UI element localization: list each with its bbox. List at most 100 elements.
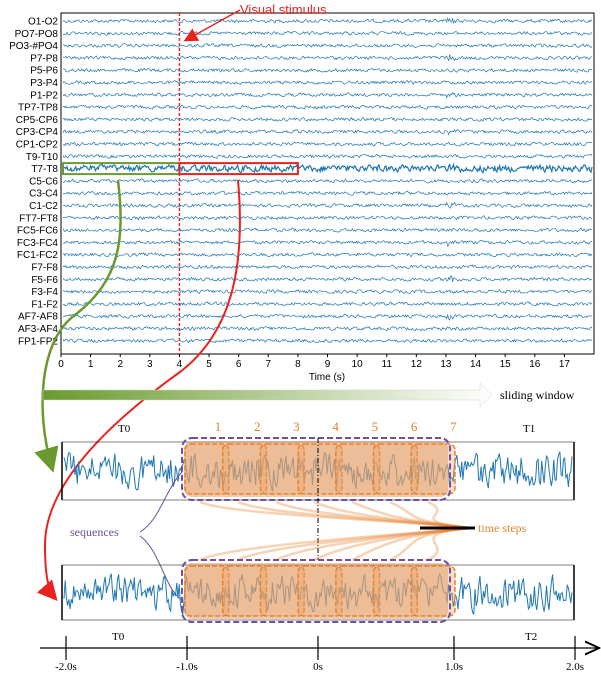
highlight-red-box — [178, 162, 299, 176]
time-step-pointer-top — [313, 500, 471, 530]
channel-trace — [62, 275, 593, 282]
channel-label: P7-P8 — [30, 53, 58, 64]
time-step-pointer-top — [275, 500, 471, 530]
sliding-window-label: sliding window — [500, 388, 575, 402]
window-1-right-label: T1 — [523, 423, 535, 435]
time-step-pointer-bottom — [199, 526, 471, 562]
channel-label: PO3-#PO4 — [9, 41, 58, 52]
time-step-box — [410, 565, 456, 617]
x-tick-label: 5 — [206, 359, 212, 370]
x-tick-label: 0 — [58, 359, 64, 370]
window-1-sequence-box — [181, 437, 451, 501]
channel-label: FC1-FC2 — [17, 250, 59, 261]
sequence-fill — [184, 441, 448, 497]
bottom-left-label: T0 — [112, 631, 125, 643]
time-step-pointer-bottom — [427, 526, 471, 562]
channel-label: AF7-AF8 — [18, 312, 58, 323]
time-step-pointer-top — [237, 500, 471, 530]
time-steps-label: time steps — [478, 521, 527, 535]
x-tick-label: 4 — [177, 359, 183, 370]
time-step-box — [410, 443, 456, 495]
channel-trace — [62, 153, 593, 159]
channel-trace — [62, 301, 593, 307]
time-step-pointer-top — [389, 500, 471, 530]
time-step-box — [372, 443, 419, 495]
channel-trace — [62, 264, 593, 270]
channel-trace — [63, 67, 593, 73]
sequence-fill — [184, 563, 448, 619]
channel-label: P1-P2 — [30, 90, 58, 101]
time-step-box — [335, 565, 381, 617]
time-step-pointer-bottom — [351, 526, 471, 562]
channel-trace — [62, 104, 593, 110]
x-tick-label: 6 — [236, 359, 242, 370]
channel-trace — [62, 201, 593, 209]
channel-label: CP1-CP2 — [16, 140, 59, 151]
window-1-step-numbers: 1 2 3 4 5 6 7 — [215, 419, 457, 434]
x-tick-label: 9 — [325, 359, 331, 370]
channel-trace — [62, 326, 593, 332]
channel-trace — [62, 313, 593, 321]
time-step-box — [335, 443, 381, 495]
channel-label: C3-C4 — [29, 189, 58, 200]
sequences-pointer-bottom — [139, 535, 183, 601]
channel-trace — [62, 30, 593, 36]
time-step-pointer-bottom — [313, 526, 471, 562]
window-2 — [61, 559, 575, 623]
x-tick-label: 15 — [500, 359, 512, 370]
bottom-tick-label: 1.0s — [445, 661, 463, 673]
channel-trace — [62, 338, 593, 344]
bottom-time-axis: -2.0s -1.0s 0s 1.0s 2.0s — [40, 636, 598, 673]
time-step-box — [372, 565, 419, 617]
bottom-tick-label: -2.0s — [55, 661, 77, 673]
time-step-box — [259, 443, 305, 495]
eeg-x-ticks: 0 1 2 3 4 5 6 7 8 9 10 11 12 13 14 15 16 17 — [58, 354, 570, 370]
time-step-pointer-top — [351, 500, 471, 530]
stimulus-arrow — [183, 9, 241, 42]
time-step-number: 4 — [332, 419, 339, 434]
channel-label: FP1-FP2 — [18, 336, 58, 347]
time-step-box — [184, 443, 230, 495]
time-step-box — [259, 565, 305, 617]
channel-label: FC3-FC4 — [17, 238, 59, 249]
channel-label: F7-F8 — [31, 263, 58, 274]
channel-label: T7-T8 — [31, 164, 58, 175]
x-tick-label: 12 — [411, 359, 423, 370]
time-steps-fan — [199, 500, 475, 562]
bottom-tick-label: 2.0s — [566, 661, 584, 673]
time-step-number: 6 — [411, 419, 418, 434]
stimulus-label: Visual stimulus — [240, 2, 327, 17]
time-step-box — [184, 565, 230, 617]
sequences-label: sequences — [70, 525, 119, 539]
time-step-pointer-bottom — [389, 526, 471, 562]
channel-trace — [62, 190, 593, 196]
channel-label: O1-O2 — [28, 17, 58, 28]
window-1-left-label: T0 — [118, 423, 131, 435]
channel-label: T9-T10 — [26, 152, 59, 163]
sequences-pointer-top — [139, 471, 183, 533]
x-tick-label: 17 — [559, 359, 571, 370]
x-tick-label: 8 — [295, 359, 301, 370]
eeg-frame — [60, 12, 595, 355]
channel-trace — [62, 80, 593, 85]
channel-label: C1-C2 — [29, 201, 58, 212]
channel-label: FT7-FT8 — [19, 213, 58, 224]
time-step-box — [221, 565, 268, 617]
channel-label: F5-F6 — [31, 275, 58, 286]
channel-label: P3-P4 — [30, 78, 58, 89]
window-2-sequence-box — [181, 559, 451, 623]
time-step-pointer-bottom — [275, 526, 471, 562]
channel-label: F1-F2 — [31, 299, 58, 310]
x-tick-label: 10 — [352, 359, 364, 370]
x-tick-label: 16 — [529, 359, 541, 370]
channel-trace — [62, 239, 593, 248]
red-connector-arrow — [36, 179, 241, 602]
time-step-box — [221, 443, 268, 495]
channel-label: TP7-TP8 — [18, 103, 58, 114]
channel-trace — [62, 178, 593, 184]
channel-trace — [62, 91, 593, 100]
channel-label: C5-C6 — [29, 176, 58, 187]
